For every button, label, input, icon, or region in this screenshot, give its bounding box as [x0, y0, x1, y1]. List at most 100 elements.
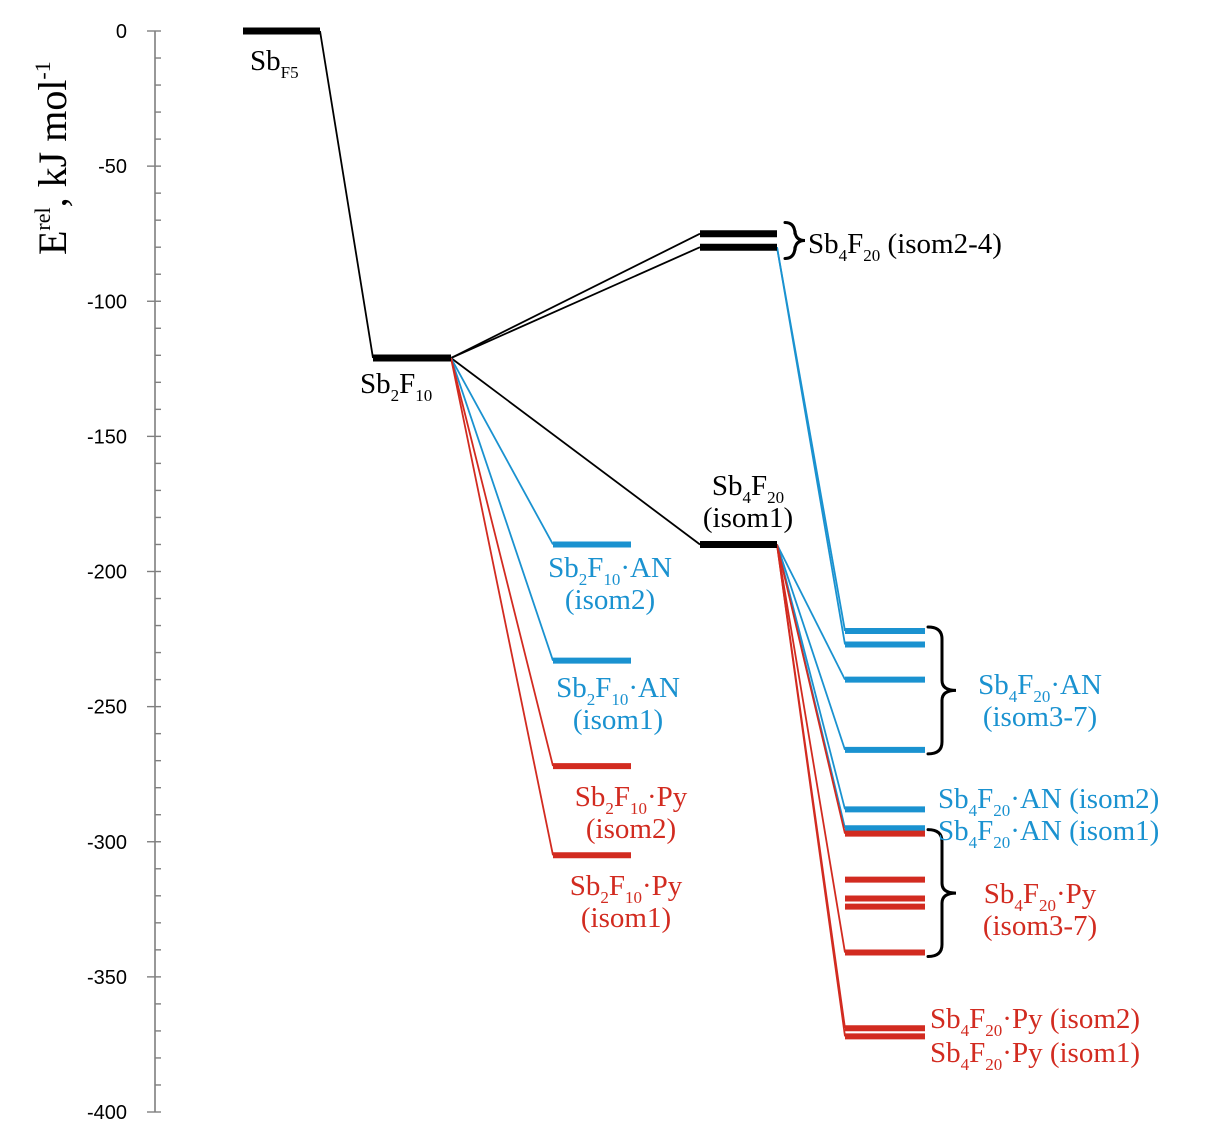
- lbl-sb2f10-line-0: Sb2F10: [360, 368, 432, 405]
- lbl-sb2f10an-iso2-line-0: Sb2F10·AN: [548, 552, 672, 589]
- connector-Sb4F20_iso2-4_b-Sb4F20AN_b: [776, 247, 846, 645]
- y-axis-label-sup: rel: [30, 207, 55, 230]
- lbl-sbf5-line-0: SbF5: [250, 45, 299, 82]
- lbl-sb2f10py-iso1-seg: (isom1): [581, 902, 671, 934]
- lbl-sb4f20-iso1-line-1: (isom1): [703, 502, 793, 534]
- brace-sb4f20py-iso37: [926, 828, 957, 959]
- connector-Sb4F20_iso1-Sb4F20AN_d: [776, 544, 846, 751]
- connector-Sb2F10-Sb2F10Py_iso2: [450, 357, 554, 767]
- lbl-sb4f20py-iso1-seg: F: [969, 1037, 985, 1069]
- lbl-sb2f10an-iso2-seg: ·AN: [620, 552, 672, 584]
- lbl-sb4f20an-iso37-seg: (isom3-7): [983, 701, 1097, 733]
- lbl-sb4f20an-iso37-seg: Sb: [978, 669, 1009, 701]
- lbl-sb2f10an-iso1-seg: ·AN: [628, 672, 680, 704]
- lbl-sb4f20-iso24-line-0: Sb4F20 (isom2-4): [808, 228, 1002, 265]
- lbl-sb4f20an-iso37-seg: 4: [1009, 687, 1018, 706]
- lbl-sb4f20py-iso37-line-0: Sb4F20·Py: [984, 878, 1097, 915]
- lbl-sb2f10-seg: 2: [391, 386, 400, 405]
- lbl-sb4f20an-iso1-seg: F: [977, 815, 993, 847]
- lbl-sb2f10py-iso1-seg: 2: [600, 888, 609, 907]
- lbl-sb4f20an-iso2-seg: 20: [993, 801, 1010, 820]
- lbl-sb4f20py-iso2-seg: 20: [985, 1021, 1002, 1040]
- lbl-sb2f10py-iso1-line-0: Sb2F10·Py: [570, 870, 683, 907]
- lbl-sb2f10py-iso1-seg: 10: [625, 888, 642, 907]
- lbl-sb2f10py-iso2-seg: (isom2): [586, 813, 676, 845]
- lbl-sb4f20an-iso2-seg: 4: [969, 801, 978, 820]
- y-axis-label-main: E: [30, 231, 75, 255]
- energy-levels: [243, 27, 925, 1040]
- connector-SbF5-Sb2F10: [319, 30, 374, 359]
- connector-Sb4F20_iso1-Sb4F20Py_e: [776, 544, 846, 953]
- connector-Sb2F10-Sb2F10Py_iso1: [450, 357, 554, 856]
- connector-Sb4F20_iso1-Sb4F20Py_iso1: [776, 544, 846, 1037]
- lbl-sb4f20py-iso37-seg: 20: [1039, 896, 1056, 915]
- lbl-sb4f20an-iso2-seg: Sb: [938, 783, 969, 815]
- lbl-sb2f10py-iso2-seg: 10: [630, 799, 647, 818]
- lbl-sb4f20-iso24-seg: 20: [863, 246, 880, 265]
- lbl-sb4f20-iso24-seg: 4: [839, 246, 848, 265]
- y-axis-label-rest: , kJ mol: [30, 80, 75, 208]
- lbl-sb4f20-iso1-line-0: Sb4F20: [712, 470, 784, 507]
- lbl-sb2f10py-iso1-line-1: (isom1): [581, 902, 671, 934]
- lbl-sb4f20py-iso1-seg: ·Py (isom1): [1002, 1037, 1140, 1069]
- lbl-sb4f20-iso1-seg: (isom1): [703, 502, 793, 534]
- lbl-sb4f20py-iso37-seg: Sb: [984, 878, 1015, 910]
- lbl-sb4f20py-iso2-seg: ·Py (isom2): [1002, 1003, 1140, 1035]
- lbl-sb2f10py-iso1-seg: Sb: [570, 870, 601, 902]
- lbl-sb4f20py-iso37-line-1: (isom3-7): [983, 910, 1097, 942]
- connector-Sb2F10-Sb4F20_iso2-4_b: [450, 246, 701, 359]
- lbl-sb2f10an-iso2-seg: 10: [603, 570, 620, 589]
- lbl-sb2f10an-iso1-seg: Sb: [556, 672, 587, 704]
- lbl-sb2f10py-iso2-seg: ·Py: [647, 781, 688, 813]
- lbl-sbf5-seg: Sb: [250, 45, 281, 77]
- lbl-sb2f10an-iso1-line-1: (isom1): [573, 704, 663, 736]
- lbl-sb4f20an-iso37-line-0: Sb4F20·AN: [978, 669, 1102, 706]
- lbl-sb4f20py-iso1-seg: 4: [961, 1055, 970, 1074]
- lbl-sb2f10py-iso2-line-1: (isom2): [586, 813, 676, 845]
- lbl-sb2f10py-iso2-seg: F: [614, 781, 630, 813]
- connector-Sb2F10-Sb4F20_iso1: [450, 357, 701, 546]
- lbl-sb2f10an-iso1-seg: F: [595, 672, 611, 704]
- lbl-sb4f20py-iso2-seg: F: [969, 1003, 985, 1035]
- lbl-sb2f10an-iso1-seg: 2: [587, 690, 596, 709]
- lbl-sb4f20an-iso1-seg: ·AN (isom1): [1010, 815, 1159, 847]
- lbl-sb4f20-iso24-seg: F: [847, 228, 863, 260]
- connector-Sb4F20_iso1-Sb4F20AN_c: [776, 544, 846, 681]
- lbl-sb2f10an-iso2-seg: (isom2): [565, 584, 655, 616]
- lbl-sbf5-seg: F: [281, 63, 290, 82]
- lbl-sb2f10an-iso1-seg: 10: [611, 690, 628, 709]
- lbl-sb2f10an-iso1-seg: (isom1): [573, 704, 663, 736]
- lbl-sb4f20an-iso37-seg: 20: [1033, 687, 1050, 706]
- connector-Sb2F10-Sb4F20_iso2-4_a: [450, 232, 701, 359]
- lbl-sb2f10-seg: Sb: [360, 368, 391, 400]
- y-tick-label: -300: [87, 832, 127, 854]
- lbl-sb2f10py-iso2-line-0: Sb2F10·Py: [575, 781, 688, 818]
- connector-Sb2F10-Sb2F10AN_iso1: [450, 357, 554, 661]
- lbl-sb4f20an-iso1-seg: 4: [969, 833, 978, 852]
- lbl-sb4f20an-iso2-line-0: Sb4F20·AN (isom2): [938, 783, 1159, 820]
- lbl-sb4f20an-iso1-line-0: Sb4F20·AN (isom1): [938, 815, 1159, 852]
- connection-lines: [319, 30, 846, 1037]
- lbl-sb2f10py-iso1-seg: F: [609, 870, 625, 902]
- lbl-sb4f20py-iso37-seg: F: [1023, 878, 1039, 910]
- lbl-sb4f20py-iso2-line-0: Sb4F20·Py (isom2): [930, 1003, 1140, 1040]
- lbl-sb4f20an-iso1-seg: 20: [993, 833, 1010, 852]
- lbl-sb4f20-iso1-seg: 4: [743, 488, 752, 507]
- lbl-sb4f20-iso24-seg: Sb: [808, 228, 839, 260]
- lbl-sb4f20an-iso37-line-1: (isom3-7): [983, 701, 1097, 733]
- y-axis: 0 -50 -100 -150 -200 -250 -300 -350 -400 Erel, kJ…: [30, 21, 161, 1122]
- lbl-sb4f20py-iso1-seg: 20: [985, 1055, 1002, 1074]
- lbl-sb4f20py-iso1-seg: Sb: [930, 1037, 961, 1069]
- y-tick-label: -350: [87, 967, 127, 989]
- lbl-sb2f10-seg: 10: [415, 386, 432, 405]
- y-tick-label: -150: [87, 426, 127, 448]
- lbl-sb4f20py-iso1-line-0: Sb4F20·Py (isom1): [930, 1037, 1140, 1074]
- brace-sb4f20-iso24: [783, 220, 806, 260]
- lbl-sb2f10an-iso2-seg: F: [587, 552, 603, 584]
- y-axis-label: Erel, kJ mol-1: [30, 61, 75, 255]
- lbl-sb4f20py-iso37-seg: 4: [1014, 896, 1023, 915]
- lbl-sb2f10py-iso2-seg: Sb: [575, 781, 606, 813]
- lbl-sb4f20an-iso1-seg: Sb: [938, 815, 969, 847]
